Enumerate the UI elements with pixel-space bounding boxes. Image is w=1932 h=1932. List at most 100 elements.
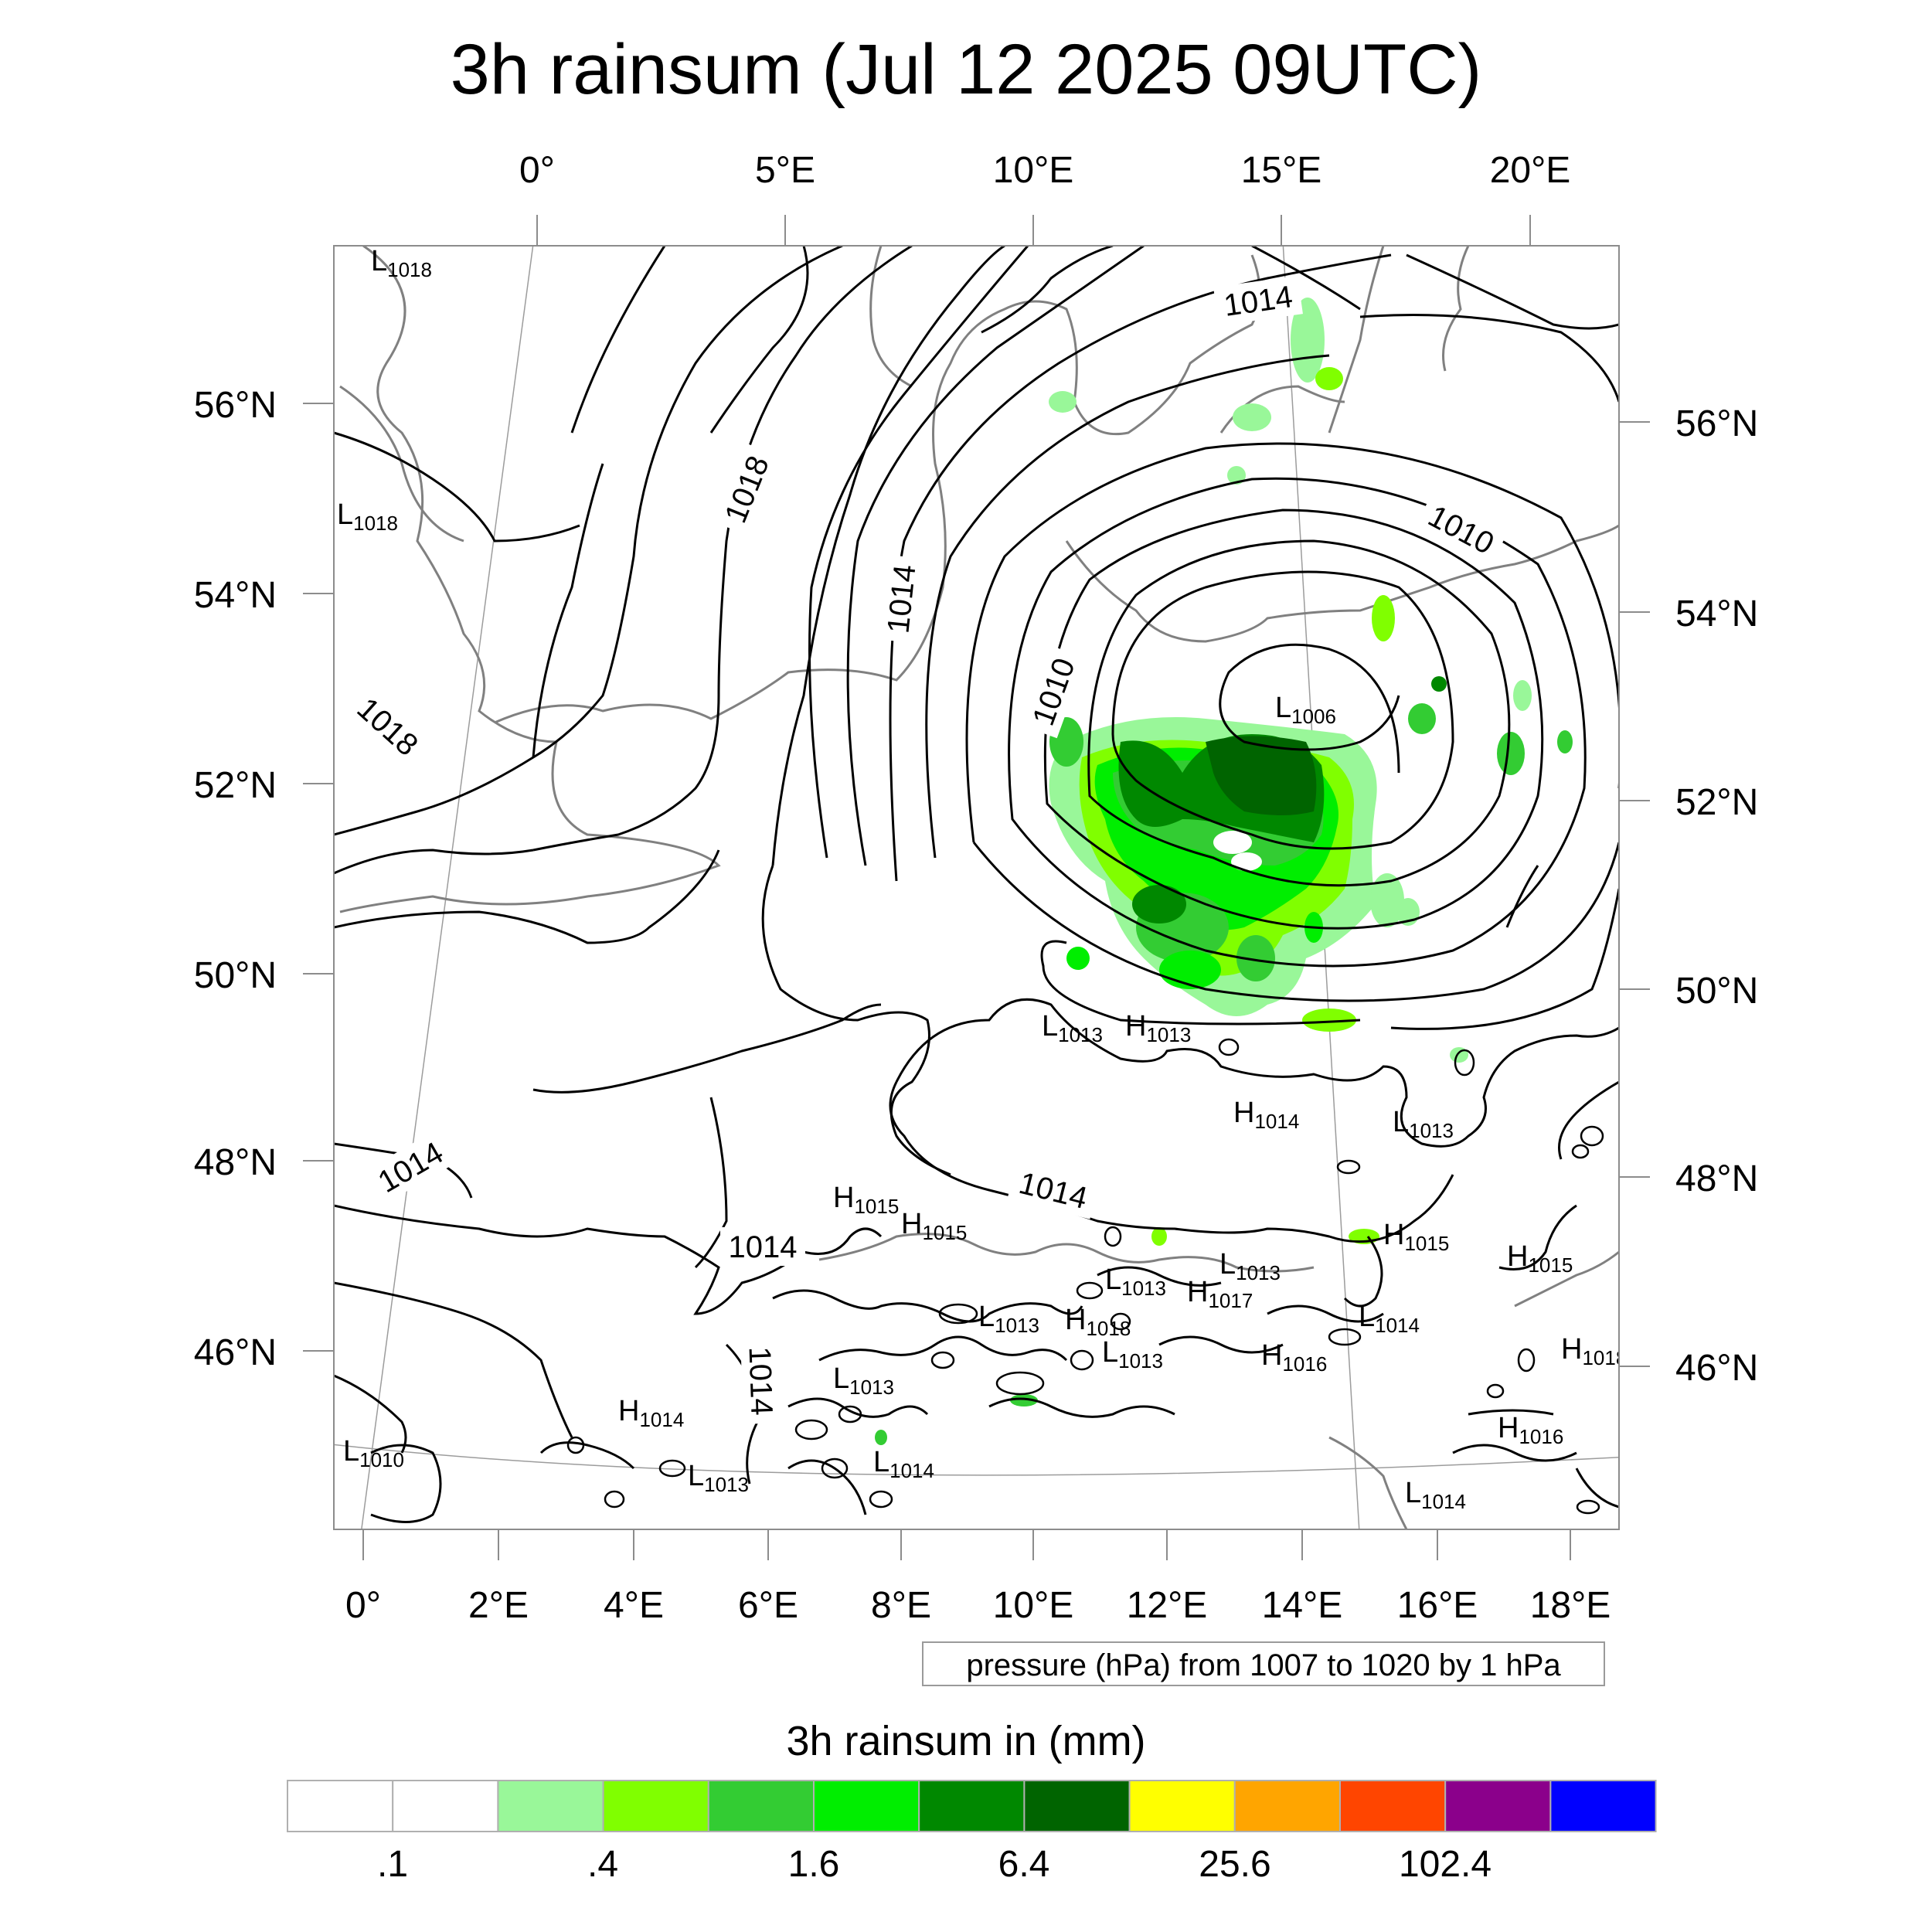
high-center: H1017 xyxy=(1187,1276,1253,1312)
isobar-label: 1014 xyxy=(881,563,922,635)
colorbar-swatch xyxy=(1023,1780,1131,1832)
isobar-label: 1014 xyxy=(729,1230,798,1264)
lon-label: 5°E xyxy=(755,150,815,191)
rain-blob xyxy=(1159,951,1221,989)
rain-blob xyxy=(1408,703,1436,734)
low-center: L1006 xyxy=(1275,692,1336,728)
lat-label: 50°N xyxy=(194,955,277,996)
rain-blob xyxy=(1132,885,1186,923)
colorbar-swatch xyxy=(707,1780,815,1832)
high-center: H1018 xyxy=(1561,1333,1627,1369)
lat-label: 46°N xyxy=(1675,1348,1758,1389)
high-center: H1014 xyxy=(1233,1097,1299,1133)
high-center: H1013 xyxy=(1125,1010,1191,1046)
rain-blob xyxy=(1513,680,1532,711)
lat-label: 50°N xyxy=(1675,971,1758,1012)
lon-label: 18°E xyxy=(1530,1585,1611,1626)
low-center: L1014 xyxy=(873,1446,934,1482)
map-frame xyxy=(333,245,1620,1530)
lon-label: 16°E xyxy=(1397,1585,1478,1626)
high-center: H1015 xyxy=(1383,1219,1449,1255)
left-lat-labels: 56°N 54°N 52°N 50°N 48°N 46°N xyxy=(194,385,277,1373)
lon-label: 6°E xyxy=(738,1585,798,1626)
low-center: L1013 xyxy=(1102,1336,1163,1372)
rain-blob xyxy=(1372,595,1395,641)
lon-label: 0° xyxy=(345,1585,381,1626)
rain-blob xyxy=(1233,403,1271,431)
small-contours xyxy=(566,1038,1604,1515)
lat-label: 56°N xyxy=(1675,403,1758,444)
colorbar-swatch xyxy=(1233,1780,1342,1832)
colorbar-tick-label: .4 xyxy=(587,1844,618,1885)
lon-label: 14°E xyxy=(1262,1585,1343,1626)
low-center: L1014 xyxy=(1359,1301,1420,1337)
lon-label: 10°E xyxy=(993,1585,1074,1626)
low-center: L1018 xyxy=(337,498,398,535)
high-center: H1016 xyxy=(1498,1412,1563,1448)
bottom-lon-labels: 0° 2°E 4°E 6°E 8°E 10°E 12°E 14°E 16°E 1… xyxy=(345,1585,1611,1626)
colorbar-tick-label: 102.4 xyxy=(1399,1844,1492,1885)
lat-label: 56°N xyxy=(194,385,277,426)
top-lon-labels: 0° 5°E 10°E 15°E 20°E xyxy=(519,150,1570,191)
lon-label: 2°E xyxy=(468,1585,529,1626)
colorbar-swatch xyxy=(392,1780,499,1832)
isobars xyxy=(334,246,1619,1523)
lat-label: 46°N xyxy=(194,1332,277,1373)
rain-blob xyxy=(1370,873,1404,927)
right-ticks xyxy=(1619,421,1650,1367)
low-center: L1013 xyxy=(1042,1010,1103,1046)
colorbar xyxy=(287,1780,1657,1832)
lon-label: 0° xyxy=(519,150,555,191)
rain-blob xyxy=(1010,1394,1038,1406)
rain-blob xyxy=(1049,391,1077,413)
colorbar-swatch xyxy=(1339,1780,1447,1832)
rain-blob xyxy=(875,1430,887,1445)
colorbar-swatch xyxy=(497,1780,604,1832)
high-center: H1015 xyxy=(901,1208,967,1244)
lat-label: 48°N xyxy=(1675,1158,1758,1199)
colorbar-tick-label: .1 xyxy=(377,1844,408,1885)
lon-label: 12°E xyxy=(1127,1585,1208,1626)
left-ticks xyxy=(303,403,334,1352)
low-center: L1018 xyxy=(371,245,432,281)
lon-label: 8°E xyxy=(871,1585,931,1626)
rain-gap xyxy=(1213,831,1252,854)
lon-label: 10°E xyxy=(993,150,1074,191)
bottom-ticks xyxy=(362,1529,1571,1560)
rain-blob xyxy=(1557,730,1573,753)
colorbar-swatch xyxy=(1444,1780,1552,1832)
lat-label: 54°N xyxy=(1675,594,1758,634)
pressure-centers: L1018 L1018 L1006 L1013 H1013 H1014 L101… xyxy=(337,245,1627,1513)
isobar-label: 1014 xyxy=(742,1346,778,1416)
colorbar-title: 3h rainsum in (mm) xyxy=(786,1718,1146,1764)
low-center: L1013 xyxy=(1105,1264,1166,1300)
rain-blob xyxy=(1227,466,1246,485)
rain-blob xyxy=(1315,367,1343,390)
lat-label: 52°N xyxy=(1675,782,1758,823)
map-title: 3h rainsum (Jul 12 2025 09UTC) xyxy=(450,30,1482,109)
low-center: L1013 xyxy=(1393,1106,1454,1142)
low-center: L1010 xyxy=(343,1435,404,1471)
graticule xyxy=(334,246,1619,1529)
rain-blob xyxy=(1236,935,1275,981)
rain-blob xyxy=(1302,1009,1356,1032)
rain-blob xyxy=(1497,732,1525,775)
high-center: H1018 xyxy=(1065,1304,1131,1340)
rain-blob xyxy=(1066,947,1090,970)
coastlines xyxy=(339,246,1619,1529)
lat-label: 48°N xyxy=(194,1142,277,1183)
colorbar-swatch xyxy=(1128,1780,1236,1832)
rain-blob xyxy=(1431,676,1447,692)
colorbar-swatch xyxy=(287,1780,394,1832)
low-center: L1014 xyxy=(1405,1477,1466,1513)
low-center: L1013 xyxy=(833,1362,894,1399)
colorbar-swatch xyxy=(918,1780,1026,1832)
colorbar-labels: .1 .4 1.6 6.4 25.6 102.4 xyxy=(377,1844,1492,1885)
isobar-label: 1014 xyxy=(1015,1166,1090,1216)
rain-blob xyxy=(1291,298,1325,383)
high-center: H1014 xyxy=(618,1395,684,1431)
high-center: H1015 xyxy=(833,1182,899,1218)
lat-label: 54°N xyxy=(194,575,277,616)
colorbar-tick-label: 25.6 xyxy=(1199,1844,1270,1885)
